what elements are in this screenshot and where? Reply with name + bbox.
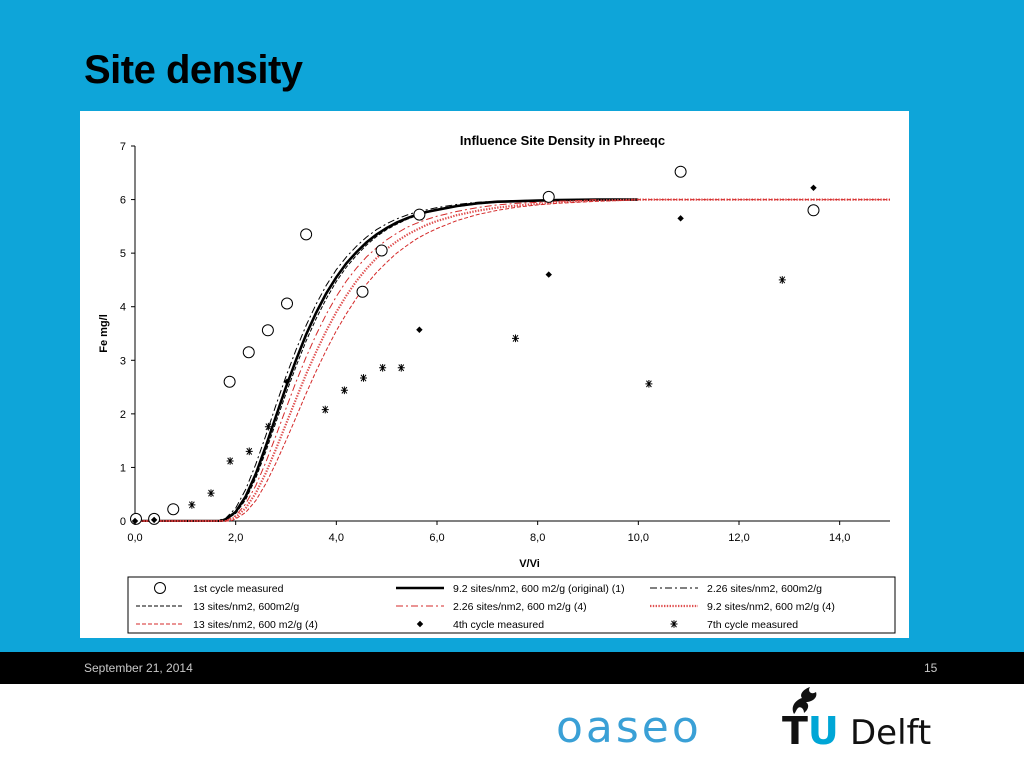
flame-icon xyxy=(792,687,817,714)
y-tick-label: 1 xyxy=(120,462,126,474)
legend-label-8: 7th cycle measured xyxy=(707,619,798,631)
y-tick-label: 0 xyxy=(120,516,126,528)
data-point-series-0 xyxy=(300,228,313,241)
slide-title: Site density xyxy=(84,48,303,92)
data-point-series-8 xyxy=(397,363,405,372)
data-point-series-8 xyxy=(321,405,329,414)
y-tick-label: 4 xyxy=(120,302,126,314)
x-tick-label: 12,0 xyxy=(728,532,749,544)
data-point-series-0 xyxy=(413,208,426,221)
data-point-series-7 xyxy=(131,517,139,525)
y-tick-label: 6 xyxy=(120,195,126,207)
data-point-series-8 xyxy=(340,386,348,395)
x-tick-label: 6,0 xyxy=(429,532,444,544)
y-tick-label: 5 xyxy=(120,248,126,260)
legend-label-7: 4th cycle measured xyxy=(453,619,544,631)
chart-title: Influence Site Density in Phreeqc xyxy=(460,133,665,148)
legend-swatch-0 xyxy=(154,582,166,594)
x-tick-label: 4,0 xyxy=(329,532,344,544)
legend-label-4: 2.26 sites/nm2, 600 m2/g (4) xyxy=(453,601,587,613)
data-point-series-8 xyxy=(360,374,368,382)
data-point-series-0 xyxy=(261,324,274,337)
data-point-series-7 xyxy=(416,326,423,333)
series-line-4 xyxy=(135,199,599,522)
delft-wordmark: Delft xyxy=(850,713,932,753)
data-point-series-0 xyxy=(674,165,687,178)
data-point-series-7 xyxy=(677,215,684,222)
oaseo-logo: oaseo xyxy=(556,702,702,753)
data-point-series-7 xyxy=(810,184,817,191)
x-tick-label: 10,0 xyxy=(628,532,649,544)
x-axis-label: V/Vi xyxy=(519,558,540,570)
legend-label-2: 2.26 sites/nm2, 600m2/g xyxy=(707,583,822,595)
legend-label-3: 13 sites/nm2, 600m2/g xyxy=(193,601,299,613)
data-point-series-0 xyxy=(281,297,294,310)
footer-bar xyxy=(0,652,1024,684)
tu-mark: TU xyxy=(782,712,839,750)
data-point-series-8 xyxy=(379,363,387,372)
data-point-series-8 xyxy=(207,489,215,497)
page-number: 15 xyxy=(924,661,938,675)
tudelft-logo: TU Delft xyxy=(782,686,942,756)
y-tick-label: 7 xyxy=(120,141,126,153)
site-density-chart: Influence Site Density in Phreeqc 0 1 2 3 4 5 6… xyxy=(98,133,896,634)
series-line-3 xyxy=(135,199,578,522)
x-tick-label: 0,0 xyxy=(127,532,142,544)
legend-label-1: 9.2 sites/nm2, 600 m2/g (original) (1) xyxy=(453,583,625,595)
data-point-series-8 xyxy=(226,457,234,465)
data-point-series-7 xyxy=(283,378,291,385)
chart-panel: Influence Site Density in Phreeqc 0 1 2 3 4 5 6… xyxy=(80,111,909,638)
data-point-series-8 xyxy=(264,422,272,431)
series-line-2 xyxy=(135,199,578,522)
series-line-5 xyxy=(135,198,890,522)
legend-label-5: 9.2 sites/nm2, 600 m2/g (4) xyxy=(707,601,835,613)
footer-date: September 21, 2014 xyxy=(84,661,193,675)
data-point-series-8 xyxy=(645,380,653,388)
data-point-series-7 xyxy=(150,516,158,524)
data-point-series-0 xyxy=(542,190,555,203)
legend-label-6: 13 sites/nm2, 600 m2/g (4) xyxy=(193,619,318,631)
data-point-series-8 xyxy=(188,501,196,509)
x-tick-label: 2,0 xyxy=(228,532,243,544)
x-tick-label: 14,0 xyxy=(829,532,850,544)
data-point-series-8 xyxy=(778,276,786,284)
legend-swatch-7 xyxy=(416,620,424,628)
data-point-series-0 xyxy=(167,503,180,516)
data-point-series-0 xyxy=(807,204,820,217)
data-point-series-8 xyxy=(245,447,253,456)
data-point-series-0 xyxy=(356,285,369,298)
legend-swatch-8 xyxy=(670,620,678,628)
tu-letter-u: U xyxy=(807,709,839,753)
y-axis-label: Fe mg/l xyxy=(98,314,110,353)
y-tick-label: 3 xyxy=(120,355,126,367)
legend-label-0: 1st cycle measured xyxy=(193,583,284,595)
x-tick-label: 8,0 xyxy=(530,532,545,544)
data-point-series-7 xyxy=(545,271,552,278)
legend-box xyxy=(127,576,896,634)
y-tick-label: 2 xyxy=(120,409,126,421)
data-point-series-8 xyxy=(512,334,520,343)
data-point-series-0 xyxy=(375,244,388,257)
tu-letter-t: T xyxy=(782,709,808,753)
data-point-series-0 xyxy=(242,346,255,359)
series-line-1 xyxy=(135,198,639,522)
data-point-series-0 xyxy=(223,375,236,388)
series-line-6 xyxy=(135,199,890,522)
